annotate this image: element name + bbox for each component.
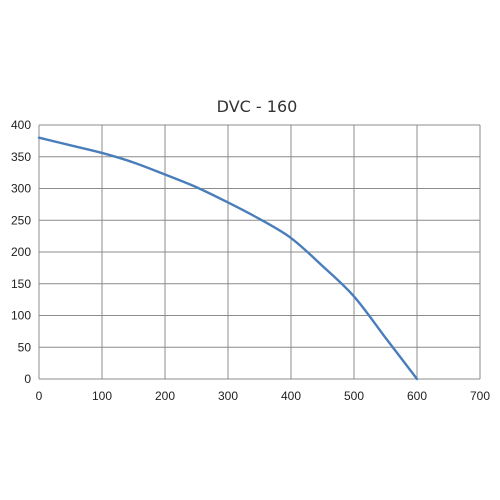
y-tick-label: 400 <box>11 118 31 132</box>
y-tick-label: 100 <box>11 309 31 323</box>
y-tick-label: 150 <box>11 277 31 291</box>
y-tick-label: 250 <box>11 213 31 227</box>
y-tick-label: 50 <box>18 340 32 354</box>
x-tick-label: 300 <box>218 389 238 403</box>
x-tick-label: 100 <box>92 389 112 403</box>
y-tick-label: 200 <box>11 245 31 259</box>
chart-title: DVC - 160 <box>217 97 298 116</box>
y-tick-label: 0 <box>24 372 31 386</box>
series-line <box>37 136 419 381</box>
x-tick-label: 700 <box>470 389 490 403</box>
x-tick-label: 500 <box>344 389 364 403</box>
x-tick-label: 200 <box>155 389 175 403</box>
x-tick-label: 0 <box>36 389 43 403</box>
x-tick-label: 400 <box>281 389 301 403</box>
y-tick-label: 300 <box>11 182 31 196</box>
x-tick-label: 600 <box>407 389 427 403</box>
y-tick-label: 350 <box>11 150 31 164</box>
